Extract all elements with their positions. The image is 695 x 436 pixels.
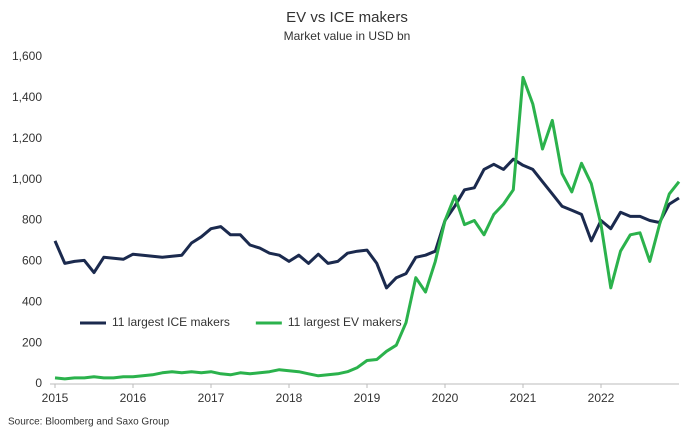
legend-label: 11 largest ICE makers bbox=[112, 315, 230, 329]
y-tick-label: 0 bbox=[35, 376, 42, 390]
chart-title: EV vs ICE makers bbox=[286, 9, 408, 26]
y-tick-label: 1,200 bbox=[12, 131, 42, 145]
chart-subtitle: Market value in USD bn bbox=[284, 29, 411, 43]
x-tick-label: 2017 bbox=[198, 391, 225, 405]
x-tick-label: 2019 bbox=[354, 391, 381, 405]
series-line bbox=[53, 157, 680, 290]
y-tick-label: 400 bbox=[22, 294, 42, 308]
x-tick-label: 2015 bbox=[42, 391, 69, 405]
x-tick-label: 2022 bbox=[588, 391, 615, 405]
x-tick-label: 2018 bbox=[276, 391, 303, 405]
x-tick-label: 2020 bbox=[432, 391, 459, 405]
series-line bbox=[54, 75, 681, 381]
y-tick-label: 200 bbox=[22, 335, 42, 349]
x-tick-label: 2016 bbox=[120, 391, 147, 405]
y-tick-label: 600 bbox=[22, 254, 42, 268]
source-note: Source: Bloomberg and Saxo Group bbox=[8, 417, 170, 428]
y-tick-label: 800 bbox=[22, 213, 42, 227]
y-tick-label: 1,400 bbox=[12, 90, 42, 104]
y-tick-label: 1,600 bbox=[12, 49, 42, 63]
x-tick-label: 2021 bbox=[510, 391, 537, 405]
y-tick-label: 1,000 bbox=[12, 172, 42, 186]
legend-label: 11 largest EV makers bbox=[288, 315, 402, 329]
